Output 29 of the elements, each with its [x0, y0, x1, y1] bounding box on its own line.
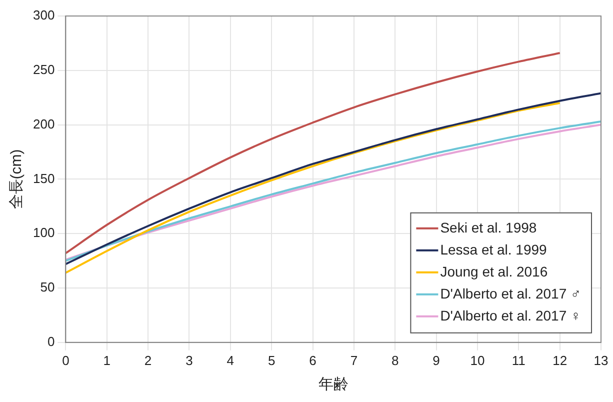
x-tick-label: 2	[144, 352, 152, 368]
line-series	[66, 52, 561, 254]
x-tick-label: 11	[512, 352, 526, 368]
x-tick-label: 3	[186, 352, 193, 368]
legend-label: Joung et al. 2016	[440, 263, 548, 280]
x-tick-label: 7	[350, 352, 358, 368]
x-tick-label: 12	[552, 352, 568, 368]
x-tick-label: 1	[103, 352, 110, 368]
legend-label: Seki et al. 1998	[440, 219, 537, 236]
x-tick-label: 13	[594, 352, 608, 368]
x-tick-label: 8	[391, 352, 399, 368]
x-tick-label: 10	[470, 352, 485, 368]
y-tick-label: 50	[40, 280, 55, 295]
x-tick-label: 4	[226, 352, 234, 368]
y-axis-title: 全長(cm)	[8, 149, 26, 210]
y-tick-label: 250	[32, 62, 55, 77]
legend-label: D'Alberto et al. 2017 ♀	[440, 307, 582, 324]
x-axis-title: 年齢	[318, 376, 348, 394]
x-tick-label: 6	[309, 352, 316, 368]
x-tick-label: 5	[268, 352, 276, 368]
y-tick-label: 200	[32, 116, 55, 132]
x-tick-label: 9	[432, 352, 440, 368]
y-tick-label: 300	[32, 8, 55, 23]
y-tick-label: 150	[32, 170, 55, 186]
legend-label: D'Alberto et al. 2017 ♂	[440, 285, 582, 302]
y-tick-label: 100	[32, 225, 55, 240]
y-tick-label: 0	[47, 334, 55, 349]
x-tick-label: 0	[62, 352, 70, 368]
legend-label: Lessa et al. 1999	[440, 241, 548, 258]
